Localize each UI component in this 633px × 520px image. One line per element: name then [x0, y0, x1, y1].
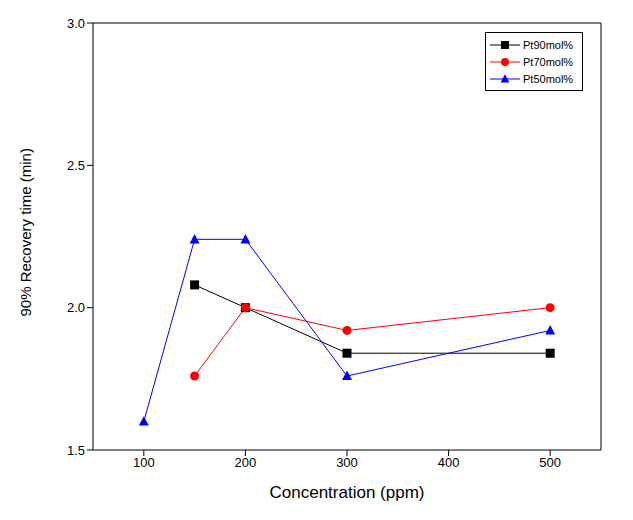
html-text:Pt90mol%: Pt90mol%	[523, 38, 574, 51]
html-text:Pt70mol%: Pt70mol%	[523, 55, 574, 68]
svg-text:300: 300	[336, 455, 358, 470]
svg-text:500: 500	[539, 455, 561, 470]
svg-text:90% Recovery time (min): 90% Recovery time (min)	[17, 148, 34, 316]
html-text:Pt50mol%: Pt50mol%	[523, 72, 574, 85]
svg-text:100: 100	[133, 455, 155, 470]
svg-text:200: 200	[235, 455, 257, 470]
svg-text:400: 400	[438, 455, 460, 470]
svg-text:2.0: 2.0	[67, 300, 85, 315]
svg-text:3.0: 3.0	[67, 16, 85, 31]
svg-text:Concentration (ppm): Concentration (ppm)	[270, 483, 425, 502]
svg-text:1.5: 1.5	[67, 443, 85, 458]
svg-text:2.5: 2.5	[67, 158, 85, 173]
